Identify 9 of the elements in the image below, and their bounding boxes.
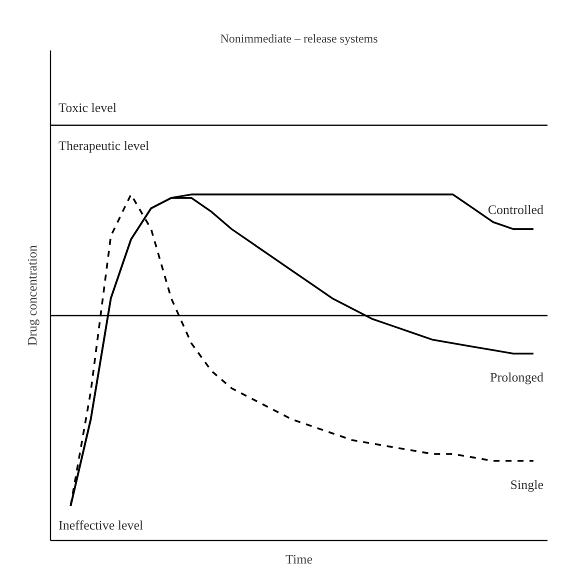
chart-title: Nonimmediate – release systems bbox=[220, 32, 378, 46]
series-label: Single bbox=[510, 476, 544, 492]
series-label: Controlled bbox=[488, 202, 544, 218]
series-label: Prolonged bbox=[490, 370, 544, 385]
text: Therapeutic level bbox=[58, 138, 150, 154]
ref-line-label: Toxic level bbox=[58, 100, 117, 116]
y-axis-title: Drug concentration bbox=[24, 244, 40, 346]
annotation: Ineffective level bbox=[58, 518, 144, 532]
x-axis-title: Time bbox=[286, 552, 313, 566]
